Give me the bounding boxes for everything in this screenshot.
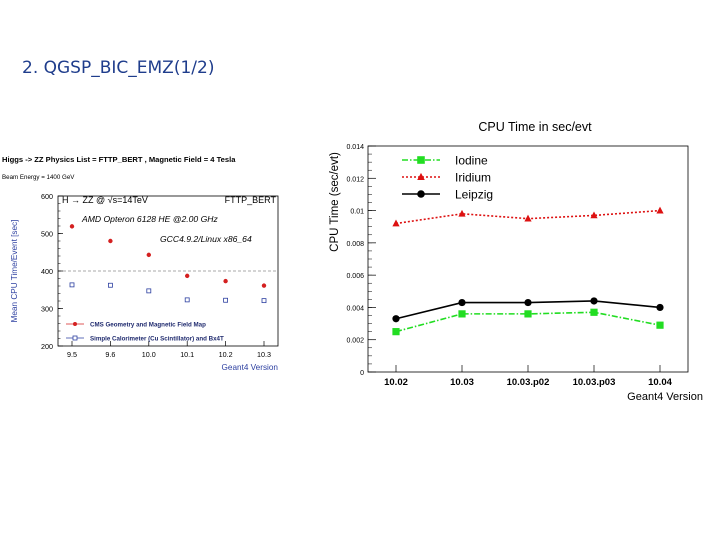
right-point-leipzig [392, 315, 400, 323]
right-x-tick-label: 10.03.p02 [507, 377, 550, 388]
right-x-tick-label: 10.03.p03 [573, 377, 616, 388]
left-x-tick-label: 10.0 [142, 350, 156, 359]
right-point-iodine [524, 310, 532, 318]
left-process-label: H → ZZ @ √s=14TeV [62, 195, 148, 205]
right-point-iodine [392, 328, 400, 336]
right-chart-title: CPU Time in sec/evt [478, 120, 592, 134]
right-x-tick-label: 10.02 [384, 377, 408, 388]
left-point-cms [185, 273, 190, 279]
left-point-simple-calo [184, 297, 190, 303]
left-point-simple-calo [108, 282, 113, 288]
right-x-axis-label: Geant4 Version [627, 391, 703, 403]
right-y-tick-label: 0.006 [346, 273, 364, 280]
right-legend-marker [417, 172, 425, 181]
right-plot-frame [367, 145, 689, 373]
left-y-tick-label: 200 [41, 342, 53, 351]
left-point-cms [146, 252, 151, 258]
right-y-tick-label: 0.002 [346, 338, 364, 345]
right-chart: CPU Time in sec/evt 0 0.002 0.004 0.006 0.00… [329, 120, 703, 403]
right-legend-label: Iridium [455, 171, 491, 185]
right-y-tick-label: 0.012 [346, 176, 364, 183]
left-point-simple-calo [261, 298, 267, 304]
right-point-iodine [656, 321, 664, 329]
left-header-line1: Higgs -> ZZ Physics List = FTTP_BERT , M… [2, 155, 236, 164]
right-y-tick-label: 0.014 [346, 144, 364, 151]
right-point-iridium [524, 214, 532, 222]
left-point-simple-calo [223, 297, 229, 303]
left-x-tick-label: 10.1 [180, 350, 194, 359]
right-legend-marker [417, 190, 425, 198]
right-legend-label: Iodine [455, 154, 488, 168]
left-legend-marker [73, 322, 77, 326]
right-x-tick-label: 10.04 [648, 377, 672, 388]
left-y-axis-label: Mean CPU Time/Event [sec] [10, 220, 19, 323]
right-legend-marker [417, 156, 425, 164]
left-legend-label: Simple Calorimeter (Cu Scintillator) and… [90, 336, 224, 343]
left-point-cms [69, 224, 75, 229]
left-point-cms [108, 238, 113, 244]
left-physics-list-label: FTTP_BERT [225, 195, 277, 205]
left-point-cms [223, 278, 228, 284]
right-y-tick-label: 0 [360, 370, 364, 377]
left-cpu-label: AMD Opteron 6128 HE @2.00 GHz [81, 214, 218, 224]
left-y-tick-label: 300 [41, 305, 53, 314]
left-point-simple-calo [69, 282, 75, 288]
left-legend-label: CMS Geometry and Magnetic Field Map [90, 322, 206, 329]
left-point-cms [261, 283, 267, 288]
left-legend-marker [72, 335, 78, 341]
right-y-tick-label: 0.004 [346, 305, 364, 312]
slide-title: 2. QGSP_BIC_EMZ(1/2) [22, 58, 215, 78]
right-x-tick-label: 10.03 [450, 377, 474, 388]
left-point-simple-calo [146, 288, 152, 294]
right-point-iridium [458, 209, 466, 217]
right-point-iodine [458, 310, 466, 318]
right-point-iridium [656, 206, 664, 214]
right-y-axis-label: CPU Time (sec/evt) [329, 152, 341, 252]
left-chart: Higgs -> ZZ Physics List = FTTP_BERT , M… [2, 155, 279, 372]
left-x-tick-label: 10.3 [257, 350, 271, 359]
left-compiler-label: GCC4.9.2/Linux x86_64 [160, 234, 252, 244]
right-point-iridium [392, 219, 400, 227]
left-y-tick-label: 400 [41, 267, 53, 276]
left-x-tick-label: 9.6 [105, 350, 115, 359]
right-y-tick-label: 0.01 [350, 209, 364, 216]
right-legend-label: Leipzig [455, 188, 493, 202]
right-point-iridium [590, 211, 598, 219]
left-y-tick-label: 500 [41, 230, 53, 239]
left-x-tick-label: 9.5 [67, 350, 77, 359]
left-x-tick-label: 10.2 [219, 350, 233, 359]
right-point-leipzig [590, 297, 598, 305]
right-point-leipzig [524, 298, 532, 307]
right-point-leipzig [458, 298, 466, 307]
right-point-iodine [590, 308, 598, 316]
left-y-tick-label: 600 [41, 192, 53, 201]
left-header-line2: Beam Energy = 1400 GeV [2, 174, 75, 181]
right-series-line-iodine [395, 311, 661, 333]
right-y-tick-label: 0.008 [346, 241, 364, 248]
left-x-axis-label: Geant4 Version [222, 363, 279, 372]
right-point-leipzig [656, 303, 664, 312]
